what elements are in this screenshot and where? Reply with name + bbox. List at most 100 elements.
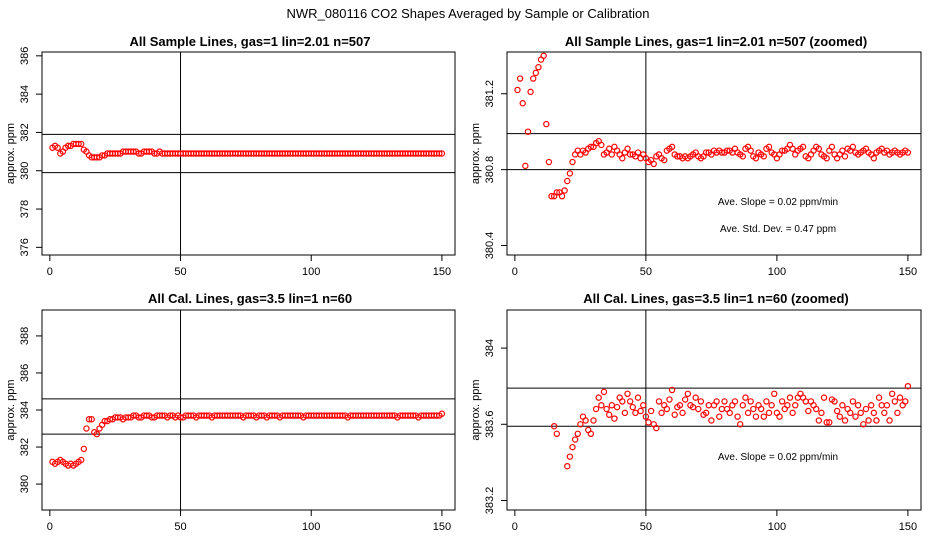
- data-point: [826, 419, 833, 426]
- data-point: [571, 436, 579, 443]
- data-point: [681, 396, 689, 403]
- data-point: [739, 153, 747, 160]
- data-point: [747, 147, 754, 154]
- data-point: [739, 402, 747, 409]
- data-point: [765, 409, 773, 417]
- data-point: [723, 147, 731, 154]
- data-point: [839, 402, 846, 409]
- plot-frame: [41, 309, 456, 511]
- data-point: [524, 128, 532, 135]
- annotation-text: Ave. Std. Dev. = 0.47 ppm: [720, 224, 836, 235]
- data-point: [640, 402, 647, 409]
- data-point: [637, 407, 644, 415]
- data-point: [101, 417, 108, 425]
- panel-title: All Cal. Lines, gas=3.5 lin=1 n=60 (zoom…: [583, 291, 849, 306]
- plot-frame: [41, 51, 456, 256]
- data-point: [674, 153, 681, 160]
- data-point: [632, 409, 639, 417]
- data-point: [789, 145, 796, 152]
- y-tick-label: 384: [484, 339, 496, 357]
- data-point: [854, 402, 862, 409]
- data-point: [841, 153, 849, 160]
- y-tick-label: 383.6: [484, 411, 496, 439]
- data-point: [655, 398, 663, 405]
- data-point: [789, 409, 796, 417]
- panel-title: All Sample Lines, gas=1 lin=2.01 n=507 (…: [565, 34, 867, 49]
- data-point: [705, 402, 712, 409]
- data-point: [234, 412, 242, 419]
- data-point: [624, 390, 631, 398]
- data-point: [634, 394, 642, 401]
- y-tick-label: 382: [19, 123, 31, 141]
- data-point: [258, 412, 265, 419]
- data-point: [566, 453, 574, 460]
- data-point: [647, 407, 655, 415]
- data-point: [757, 405, 765, 413]
- data-point: [679, 409, 686, 417]
- data-point: [553, 189, 560, 196]
- data-point: [760, 153, 767, 160]
- panel-cal-lines: All Cal. Lines, gas=3.5 lin=1 n=60 0 50 10…: [5, 291, 456, 533]
- data-point: [805, 407, 812, 415]
- data-point: [768, 402, 775, 409]
- x-tick-label: 100: [768, 521, 786, 533]
- data-point: [595, 394, 602, 401]
- data-point: [818, 409, 825, 417]
- panel-cal-lines-zoomed: All Cal. Lines, gas=3.5 lin=1 n=60 (zoom…: [470, 291, 922, 533]
- data-point: [634, 149, 642, 156]
- data-point: [666, 396, 673, 403]
- y-tick-label: 380: [19, 475, 31, 493]
- data-point: [734, 413, 741, 420]
- data-point: [558, 192, 566, 200]
- data-point: [626, 398, 634, 405]
- data-point: [836, 413, 843, 420]
- x-tick-label: 50: [174, 266, 186, 278]
- data-point: [569, 158, 576, 166]
- data-point: [744, 409, 752, 417]
- data-point: [875, 394, 883, 401]
- data-point: [726, 409, 733, 417]
- data-point: [608, 402, 616, 409]
- data-point: [166, 412, 174, 419]
- data-point: [645, 419, 652, 426]
- y-tick-label: 380.4: [484, 232, 496, 260]
- data-point: [839, 147, 846, 154]
- y-tick-label: 384: [19, 85, 31, 103]
- y-tick-label: 383.2: [484, 487, 496, 515]
- data-point: [904, 149, 912, 156]
- data-point: [852, 413, 859, 420]
- data-point: [653, 424, 660, 432]
- y-tick-label: 388: [19, 327, 31, 345]
- data-point: [721, 398, 728, 405]
- data-point: [135, 414, 142, 421]
- data-point: [747, 398, 754, 405]
- plot-area: 0 50 100 150 383.2 383.6 384 approx. ppm Ave. Sl…: [470, 309, 922, 533]
- data-point: [663, 405, 671, 413]
- data-point: [114, 414, 122, 421]
- y-tick-label: 380: [19, 162, 31, 180]
- plot-area: 0 50 100 150 380.4 380.8 381.2 approx. ppm Ave. …: [470, 51, 922, 278]
- data-point: [532, 69, 540, 77]
- y-tick-label: 380.8: [484, 156, 496, 184]
- data-points: [514, 52, 912, 200]
- data-point: [611, 415, 618, 422]
- data-point: [823, 155, 830, 162]
- data-point: [247, 412, 255, 419]
- data-point: [598, 402, 605, 409]
- panel-sample-lines: All Sample Lines, gas=1 lin=2.01 n=507 0…: [5, 34, 456, 278]
- data-point: [78, 140, 85, 148]
- data-point: [93, 154, 101, 161]
- data-point: [695, 405, 702, 413]
- data-point: [605, 411, 613, 418]
- data-point: [702, 409, 710, 417]
- plot-frame: [506, 309, 922, 511]
- data-point: [708, 417, 715, 424]
- data-point: [642, 413, 650, 420]
- data-point: [577, 421, 584, 428]
- data-point: [661, 156, 668, 164]
- data-point: [716, 413, 723, 420]
- data-point: [823, 419, 830, 426]
- data-point: [718, 405, 726, 413]
- data-point: [590, 417, 597, 424]
- data-point: [778, 398, 786, 405]
